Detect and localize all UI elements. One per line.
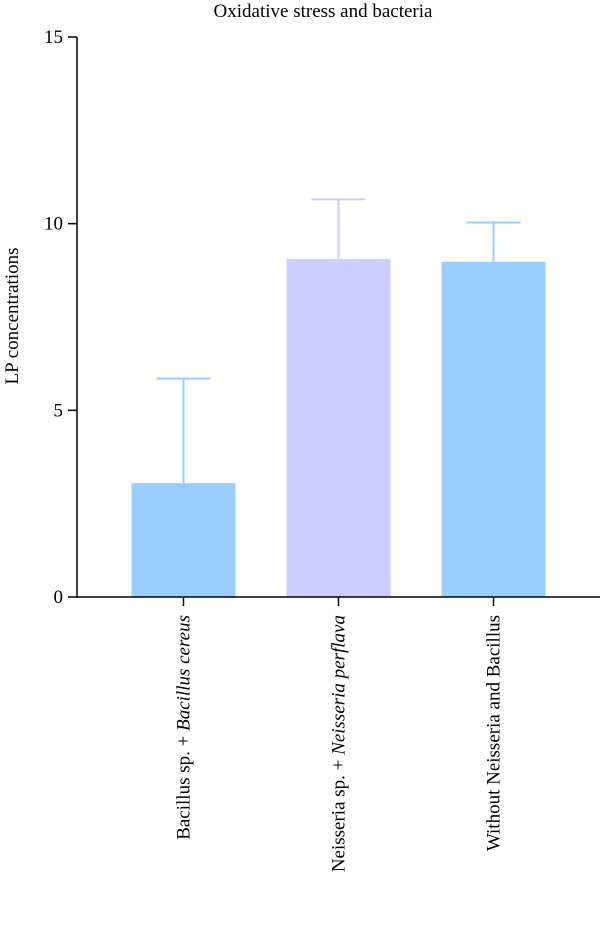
bar bbox=[441, 261, 546, 597]
x-tick-label: Without Neisseria and Bacillus bbox=[484, 615, 505, 851]
chart-title: Oxidative stress and bacteria bbox=[214, 1, 434, 22]
y-axis-title: LP concentrations bbox=[2, 247, 23, 384]
y-tick-label: 10 bbox=[44, 214, 63, 235]
bar bbox=[131, 483, 236, 597]
y-tick-label: 15 bbox=[44, 27, 63, 48]
plot-area: 0 5 10 15 Bacillus sp. + Bacillus cereus Neis… bbox=[44, 27, 600, 872]
bar bbox=[286, 259, 391, 597]
y-tick-label: 5 bbox=[54, 400, 64, 421]
y-tick-label: 0 bbox=[54, 587, 64, 608]
x-tick-label: Bacillus sp. + Bacillus cereus bbox=[174, 615, 195, 840]
x-tick-label: Neisseria sp. + Neisseria perflava bbox=[329, 615, 350, 872]
